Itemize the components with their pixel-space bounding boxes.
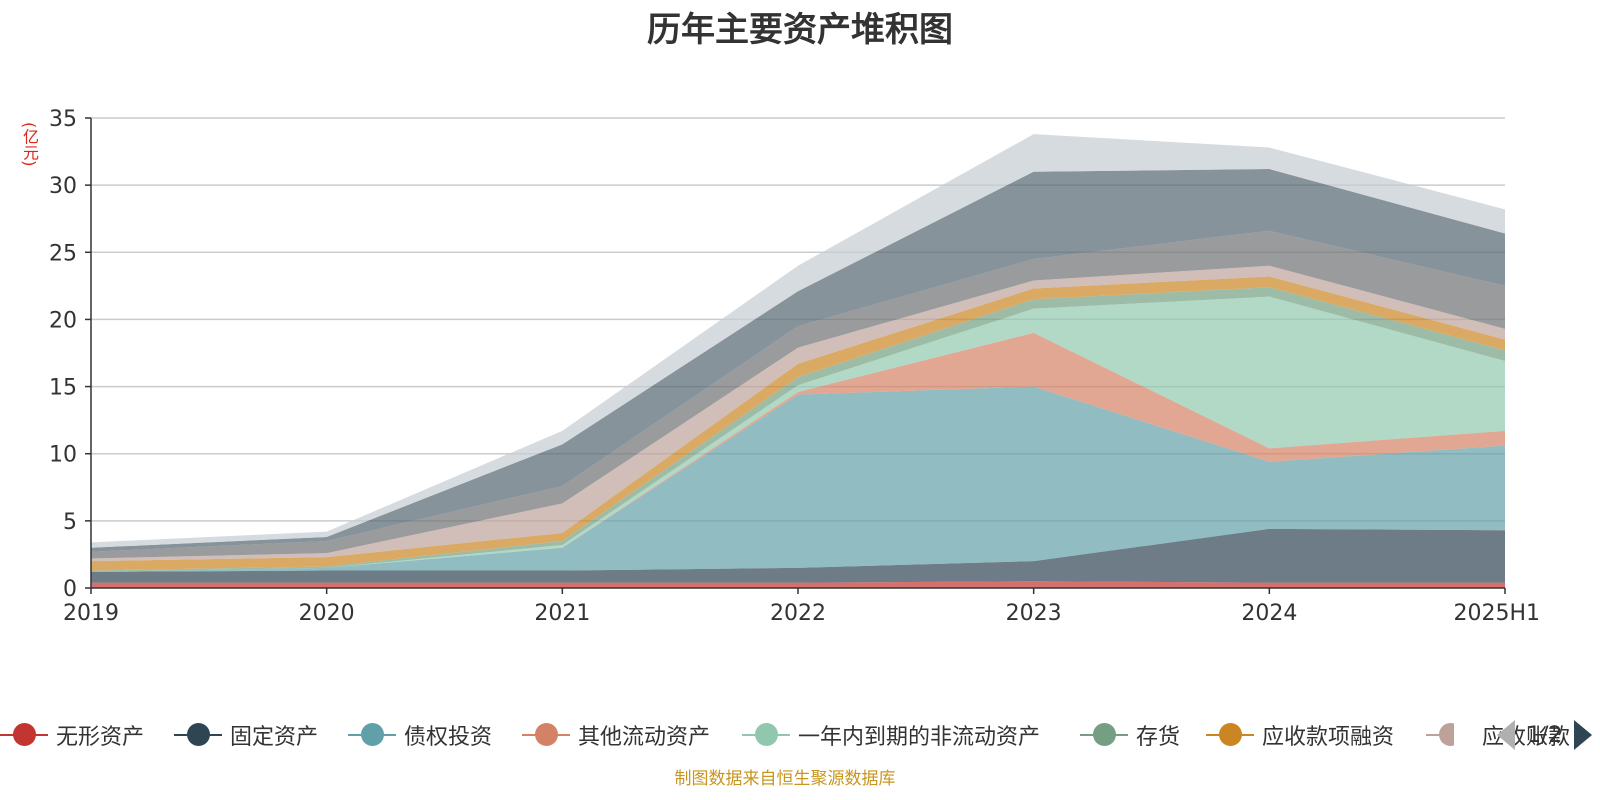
- y-tick-label: 10: [49, 443, 77, 468]
- legend-marker-line: [174, 723, 222, 746]
- area-series: [91, 134, 1505, 588]
- area-series-8: [91, 230, 1505, 559]
- legend-item[interactable]: 债权投资: [348, 712, 492, 758]
- y-tick-label: 15: [49, 376, 77, 401]
- area-series-0: [91, 581, 1505, 588]
- area-series-10: [91, 134, 1505, 548]
- area-series-1: [91, 528, 1505, 583]
- area-series-7: [91, 265, 1505, 562]
- legend-page-indicator: 1/2: [1527, 722, 1563, 748]
- axes: 0 5 10 15 20 25 30 35 2019 2020 2021 2022 2023 2024 20…: [49, 107, 1540, 626]
- legend-marker-dot: [535, 723, 558, 746]
- legend-item[interactable]: 无形资产: [0, 712, 144, 758]
- legend-item[interactable]: 一年内到期的非流动资产: [742, 712, 1040, 758]
- y-tick-label: 20: [49, 308, 77, 333]
- chart-title: 历年主要资产堆积图: [647, 10, 953, 50]
- legend-marker-line: [348, 723, 396, 746]
- legend-marker-line: [742, 723, 790, 746]
- legend-prev-icon[interactable]: [1497, 720, 1515, 750]
- legend-marker-dot: [13, 723, 36, 746]
- legend-marker-dot: [361, 723, 384, 746]
- legend-label: 应收账款: [1482, 725, 1571, 750]
- y-tick-label: 30: [49, 174, 77, 199]
- legend-label: 存货: [1136, 725, 1181, 750]
- y-tick-label: 0: [63, 577, 77, 602]
- x-tick-label: 2019: [63, 601, 119, 626]
- legend-label: 应收款项融资: [1262, 725, 1395, 750]
- area-series-5: [91, 287, 1505, 572]
- area-series-9: [91, 169, 1505, 552]
- legend-label: 无形资产: [56, 725, 145, 750]
- legend-pager: 1/2: [1497, 712, 1593, 758]
- stacked-area-chart: 0 5 10 15 20 25 30 35 2019 2020 2021 2022 2023 2024 20…: [49, 107, 1540, 626]
- legend-marker-dot: [187, 723, 210, 746]
- x-tick-label: 2025H1: [1453, 601, 1540, 626]
- legend-label: 其他流动资产: [578, 725, 711, 750]
- y-tick-label: 35: [49, 107, 77, 132]
- legend-item[interactable]: 固定资产: [174, 712, 318, 758]
- x-tick-label: 2024: [1241, 601, 1297, 626]
- legend-label: 一年内到期的非流动资产: [798, 725, 1041, 750]
- area-series-3: [91, 332, 1505, 572]
- legend-label: 固定资产: [230, 725, 319, 750]
- legend-marker-dot: [755, 723, 778, 746]
- y-axis-unit: (亿元): [20, 122, 39, 167]
- legend-item[interactable]: 其他流动资产: [522, 712, 710, 758]
- area-series-6: [91, 276, 1505, 571]
- data-source-note: 制图数据来自恒生聚源数据库: [674, 769, 896, 789]
- area-series-2: [91, 386, 1505, 572]
- legend-label: 债权投资: [404, 725, 493, 750]
- legend-next-icon[interactable]: [1574, 720, 1593, 750]
- y-tick-label: 5: [63, 510, 77, 535]
- legend-marker-dot: [1219, 723, 1242, 746]
- legend-marker-dot: [1093, 723, 1116, 746]
- x-tick-label: 2020: [299, 601, 355, 626]
- y-tick-label: 25: [49, 241, 77, 266]
- legend-item[interactable]: 存货: [1080, 712, 1180, 758]
- legend-overflow-clip: [1454, 712, 1478, 758]
- x-tick-label: 2023: [1006, 601, 1062, 626]
- legend-marker-line: [0, 723, 48, 746]
- x-tick-label: 2021: [534, 601, 590, 626]
- legend-marker-line: [1206, 723, 1254, 746]
- legend-item[interactable]: 应收款项融资: [1206, 712, 1394, 758]
- legend: 无形资产 固定资产 债权投资 其他流动资产 一年内到期的非流动资产 存货 应收款项融资 应收账…: [0, 712, 1600, 758]
- legend-marker-line: [1080, 723, 1128, 746]
- x-tick-label: 2022: [770, 601, 826, 626]
- legend-marker-line: [522, 723, 570, 746]
- area-series-4: [91, 296, 1505, 572]
